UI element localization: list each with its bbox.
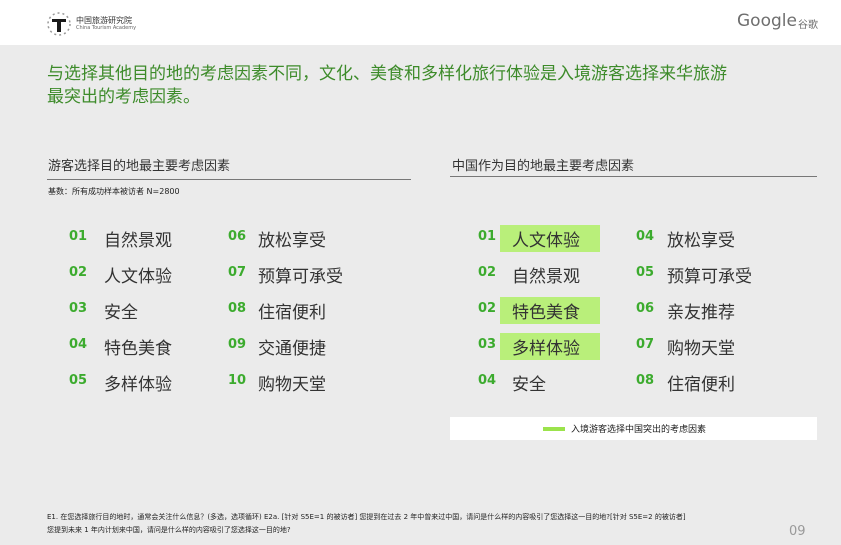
factor-label: 特色美食 <box>104 339 172 359</box>
panel-title: 中国作为目的地最主要考虑因素 <box>452 159 635 174</box>
rank: 01 <box>478 229 497 244</box>
factor-label: 住宿便利 <box>258 303 326 323</box>
top-bar: 中国旅游研究院 China Tourism Academy Google 谷歌 <box>0 0 841 45</box>
rank: 02 <box>478 301 497 316</box>
factor-label: 购物天堂 <box>667 339 735 359</box>
panel-title: 游客选择目的地最主要考虑因素 <box>48 159 231 174</box>
factor-label: 自然景观 <box>104 231 172 251</box>
factor-label: 购物天堂 <box>258 375 326 395</box>
footnote: E1. 在您选择旅行目的地时，通常会关注什么信息？(多选，选项循环) E2a. … <box>47 513 686 521</box>
rank: 10 <box>228 373 247 388</box>
rank: 07 <box>636 337 655 352</box>
rank: 05 <box>636 265 655 280</box>
rank: 02 <box>478 265 497 280</box>
factor-label: 人文体验 <box>500 225 600 252</box>
rank: 04 <box>636 229 655 244</box>
factor-label: 交通便捷 <box>258 339 326 359</box>
factor-label: 预算可承受 <box>258 267 343 287</box>
factor-label: 多样体验 <box>500 333 600 360</box>
brand-cn: 谷歌 <box>798 20 818 31</box>
rank: 03 <box>69 301 88 316</box>
rank: 04 <box>69 337 88 352</box>
rank: 03 <box>478 337 497 352</box>
rank: 05 <box>69 373 88 388</box>
factor-label: 住宿便利 <box>667 375 735 395</box>
factor-label: 人文体验 <box>104 267 172 287</box>
factor-label: 安全 <box>104 303 138 323</box>
factor-label: 放松享受 <box>667 231 735 251</box>
factor-label: 特色美食 <box>500 297 600 324</box>
logo-subtext: China Tourism Academy <box>76 25 137 31</box>
headline: 最突出的考虑因素。 <box>47 87 200 107</box>
factor-label: 安全 <box>512 375 546 395</box>
legend: 入境游客选择中国突出的考虑因素 <box>450 417 817 440</box>
factor-label: 预算可承受 <box>667 267 752 287</box>
factor-label: 亲友推荐 <box>667 303 735 323</box>
logo-text: 中国旅游研究院 <box>76 16 132 25</box>
divider <box>450 176 817 177</box>
rank: 09 <box>228 337 247 352</box>
logo-icon <box>47 12 71 36</box>
divider <box>47 179 411 180</box>
rank: 02 <box>69 265 88 280</box>
brand: Google <box>737 11 797 31</box>
page-number: 09 <box>789 524 806 539</box>
rank: 08 <box>228 301 247 316</box>
rank: 01 <box>69 229 88 244</box>
rank: 07 <box>228 265 247 280</box>
legend-text: 入境游客选择中国突出的考虑因素 <box>571 425 707 435</box>
headline: 与选择其他目的地的考虑因素不同，文化、美食和多样化旅行体验是入境游客选择来华旅游 <box>47 64 727 84</box>
factor-label: 放松享受 <box>258 231 326 251</box>
factor-label: 自然景观 <box>512 267 580 287</box>
base-note: 基数：所有成功样本被访者 N=2800 <box>48 187 180 196</box>
rank: 06 <box>636 301 655 316</box>
factor-label: 多样体验 <box>104 375 172 395</box>
rank: 06 <box>228 229 247 244</box>
rank: 08 <box>636 373 655 388</box>
legend-swatch <box>543 427 565 431</box>
footnote: 您提到未来 1 年内计划来中国，请问是什么样的内容吸引了您选择这一目的地? <box>47 526 291 534</box>
rank: 04 <box>478 373 497 388</box>
